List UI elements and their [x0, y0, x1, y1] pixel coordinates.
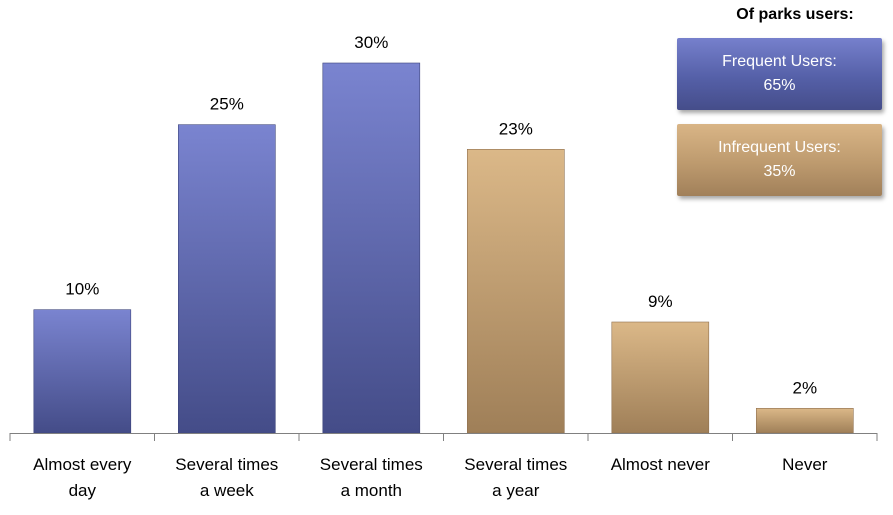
x-axis [9, 433, 878, 441]
value-label-2: 25% [210, 95, 244, 114]
bar-6 [755, 407, 854, 434]
legend-frequent-users: Frequent Users: 65% [677, 38, 882, 110]
labels-layer: 10% Almost every day 25% Several times a week… [33, 33, 828, 500]
bar-2 [178, 124, 276, 434]
category-label-4: Several times a year [464, 455, 567, 500]
legend-infrequent-users: Infrequent Users: 35% [677, 124, 882, 196]
value-label-1: 10% [65, 280, 99, 299]
value-label-4: 23% [499, 119, 533, 138]
category-label-5: Almost never [611, 455, 711, 474]
category-label-6: Never [782, 455, 828, 474]
value-label-3: 30% [354, 33, 388, 52]
category-label-2: Several times a week [175, 455, 278, 500]
category-label-3: Several times a month [320, 455, 423, 500]
bars-layer [33, 62, 854, 434]
bar-5 [611, 321, 710, 434]
value-label-5: 9% [648, 292, 673, 311]
bar-3 [322, 62, 421, 434]
legend-frequent-label: Frequent Users: [722, 53, 837, 70]
legend-infrequent-value: 35% [763, 163, 796, 180]
legend-infrequent-label: Infrequent Users: [718, 139, 841, 156]
value-label-6: 2% [793, 378, 818, 397]
bar-1 [33, 309, 132, 434]
legend-frequent-value: 65% [763, 77, 796, 94]
bar-4 [466, 149, 565, 434]
category-label-1: Almost every day [33, 455, 132, 500]
legend-title: Of parks users: [736, 6, 854, 23]
